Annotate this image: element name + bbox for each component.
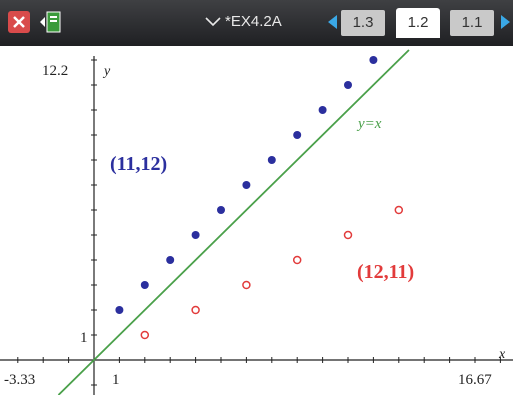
red-point bbox=[140, 330, 150, 340]
blue-point bbox=[115, 306, 124, 314]
x-tick-label: 1 bbox=[112, 372, 120, 388]
blue-series-label: (11,12) bbox=[110, 153, 167, 175]
tab-scroll-left-icon[interactable] bbox=[328, 15, 338, 29]
blue-point bbox=[242, 181, 251, 189]
y-tick-label: 1 bbox=[80, 330, 88, 346]
red-point bbox=[394, 205, 404, 215]
title-bar: *EX4.2A 1.3 1.2 1.1 bbox=[0, 0, 513, 46]
close-icon[interactable] bbox=[8, 11, 30, 33]
axis-ticks bbox=[17, 59, 501, 386]
reference-line-y-equals-x bbox=[57, 49, 410, 395]
blue-point bbox=[191, 231, 200, 239]
blue-point bbox=[293, 131, 302, 139]
tab-1-1[interactable]: 1.1 bbox=[450, 10, 494, 36]
y-axis-label: y bbox=[102, 64, 111, 79]
red-series-label: (12,11) bbox=[357, 261, 414, 283]
blue-point bbox=[140, 281, 149, 289]
blue-point bbox=[217, 206, 225, 214]
blue-point bbox=[166, 256, 175, 264]
x-max-label: 16.67 bbox=[458, 372, 492, 388]
red-point bbox=[242, 280, 251, 290]
red-point bbox=[343, 230, 353, 240]
blue-point bbox=[267, 156, 276, 164]
scatter-points bbox=[115, 56, 404, 340]
x-axis-label: x bbox=[498, 347, 506, 362]
tab-1-2[interactable]: 1.2 bbox=[396, 8, 440, 38]
document-icon[interactable] bbox=[38, 9, 62, 35]
red-point bbox=[292, 255, 302, 265]
y-max-label: 12.2 bbox=[42, 63, 68, 79]
blue-point bbox=[369, 56, 378, 64]
chevron-down-icon bbox=[205, 16, 221, 26]
blue-point bbox=[344, 81, 352, 89]
tab-1-3[interactable]: 1.3 bbox=[341, 10, 385, 36]
red-point bbox=[191, 305, 200, 315]
document-title[interactable]: *EX4.2A bbox=[205, 13, 282, 30]
x-min-label: -3.33 bbox=[4, 372, 35, 388]
tab-scroll-right-icon[interactable] bbox=[500, 15, 510, 29]
line-label: y=x bbox=[356, 116, 382, 132]
graph-area[interactable]: 12.2 y 1 -3.33 1 16.67 x y=x (11,12) (12… bbox=[0, 46, 513, 395]
blue-point bbox=[318, 106, 327, 114]
document-title-text: *EX4.2A bbox=[225, 13, 282, 30]
